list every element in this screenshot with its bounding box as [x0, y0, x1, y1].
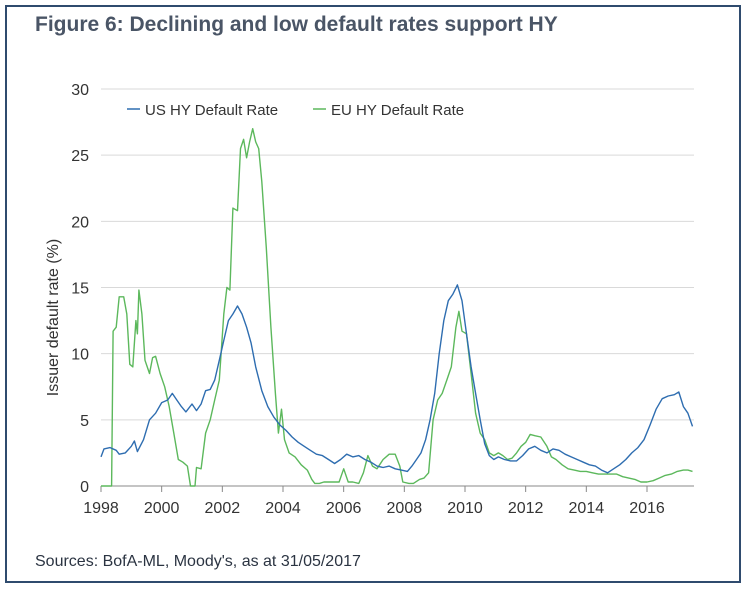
x-tick-label: 1998: [83, 500, 119, 517]
legend: US HY Default Rate EU HY Default Rate: [127, 102, 464, 119]
x-tick-label: 2010: [447, 500, 483, 517]
x-tick-label: 2002: [205, 500, 241, 517]
y-tick-label: 25: [71, 148, 89, 165]
figure-frame: [5, 5, 741, 583]
figure-title: Figure 6: Declining and low default rate…: [35, 13, 558, 36]
y-tick-label: 5: [80, 413, 89, 430]
x-tick-label: 2008: [387, 500, 423, 517]
y-tick-label: 15: [71, 281, 89, 298]
x-tick-label: 2016: [629, 500, 665, 517]
y-tick-label: 20: [71, 214, 89, 231]
x-tick-label: 2004: [265, 500, 301, 517]
y-tick-label: 0: [80, 479, 89, 496]
x-axis: 1998 2000 2002 2004 2006 2008 2010 2012 2014 2016: [83, 485, 694, 517]
us-hy-series-line: [100, 284, 694, 474]
y-axis: 0 5 10 15 20 25 30: [71, 82, 89, 496]
x-tick-label: 2012: [508, 500, 544, 517]
y-axis-label: Issuer default rate (%): [45, 239, 62, 396]
eu-hy-series-line: [101, 127, 693, 487]
y-tick-label: 10: [71, 347, 89, 364]
series-lines: [100, 127, 694, 487]
x-tick-label: 2006: [326, 500, 362, 517]
gridlines: [101, 88, 694, 421]
legend-entry: US HY Default Rate: [145, 102, 278, 119]
x-tick-label: 2014: [569, 500, 605, 517]
legend-entry: EU HY Default Rate: [331, 102, 464, 119]
y-tick-label: 30: [71, 82, 89, 99]
figure-source: Sources: BofA-ML, Moody's, as at 31/05/2…: [35, 553, 361, 570]
x-tick-label: 2000: [144, 500, 180, 517]
